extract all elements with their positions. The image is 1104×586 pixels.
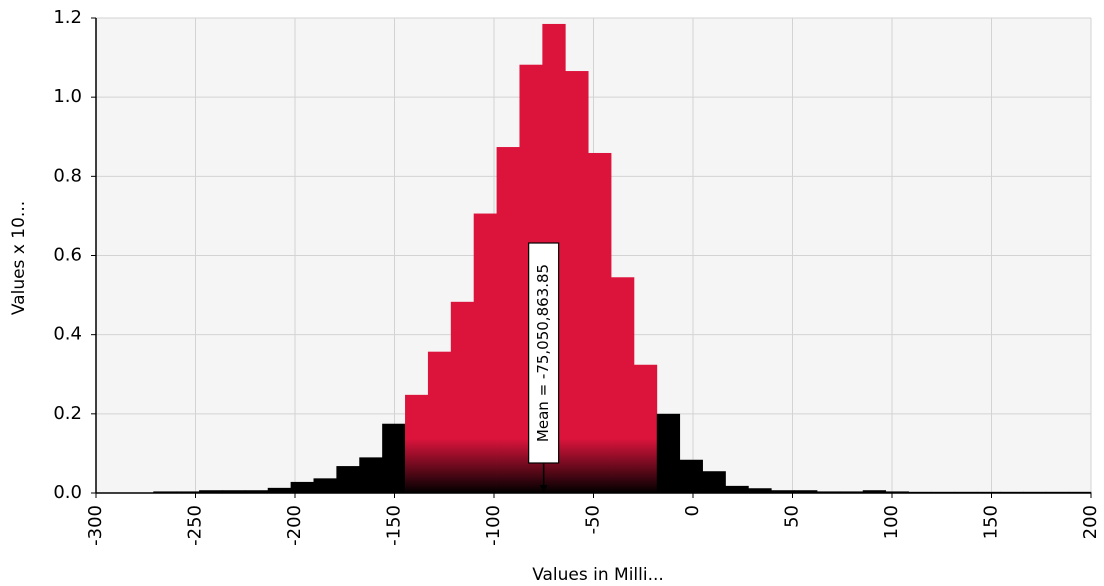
x-tick-label: 100 [881, 505, 902, 539]
x-tick-labels: -300 -250 -200 -150 -100 -50 0 50 100 150 200 [85, 493, 1101, 546]
y-tick-label: 1.2 [53, 7, 82, 28]
x-tick-label: -250 [185, 505, 206, 546]
x-tick-label: -100 [483, 505, 504, 546]
histogram-bar [633, 364, 658, 493]
y-tick-label: 0.2 [53, 403, 82, 424]
histogram-bar [588, 152, 612, 493]
histogram-bar [176, 491, 200, 493]
histogram-bar [199, 490, 223, 493]
histogram-bar [359, 457, 383, 493]
histogram-bar [565, 71, 589, 494]
x-tick-label: -50 [583, 505, 604, 534]
histogram-bar [839, 491, 864, 493]
histogram-bar [290, 481, 314, 493]
histogram-bar [725, 485, 749, 493]
histogram-bar [862, 490, 887, 493]
y-tick-label: 0.8 [53, 165, 82, 186]
histogram-bar [336, 466, 360, 493]
histogram-bar [496, 147, 520, 493]
x-tick-label: -200 [284, 505, 305, 546]
mean-label: Mean = -75,050,863.85 [534, 264, 552, 442]
mean-label-box [528, 242, 560, 464]
histogram-bar [771, 490, 795, 493]
histogram-bar [244, 490, 269, 493]
histogram-bar [656, 413, 681, 493]
histogram-bar [267, 487, 292, 493]
y-tick-label: 0.4 [53, 324, 82, 345]
x-axis-title: Values in Milli... [532, 565, 664, 585]
y-axis-title: Values x 10... [9, 201, 29, 315]
histogram-bar [313, 478, 337, 493]
x-tick-label: -150 [384, 505, 405, 546]
histogram-bar [816, 491, 841, 493]
histogram-bar [427, 351, 452, 493]
histogram-bar [382, 423, 406, 493]
x-tick-label: -300 [85, 505, 106, 546]
histogram-bar [679, 459, 703, 493]
histogram-bar [885, 491, 909, 493]
y-tick-labels: 0.0 0.2 0.4 0.6 0.8 1.0 1.2 [53, 7, 96, 503]
histogram-bar [405, 394, 429, 493]
histogram-bar [221, 490, 246, 493]
histogram-bar [450, 301, 475, 493]
x-tick-label: 0 [682, 505, 703, 516]
mean-marker: Mean = -75,050,863.85 [528, 242, 560, 493]
y-tick-label: 0.0 [53, 482, 82, 503]
x-tick-label: 50 [782, 505, 803, 528]
histogram-bar [473, 213, 497, 493]
mean-arrow-head [539, 485, 548, 493]
x-tick-label: 150 [981, 505, 1002, 539]
y-tick-label: 0.6 [53, 245, 82, 266]
histogram-bar [748, 488, 772, 493]
histogram-bar [611, 277, 635, 493]
histogram-bar [794, 490, 818, 493]
histogram-bar [153, 491, 177, 493]
histogram-bar [702, 471, 726, 493]
y-tick-label: 1.0 [53, 86, 82, 107]
x-tick-label: 200 [1080, 505, 1101, 539]
